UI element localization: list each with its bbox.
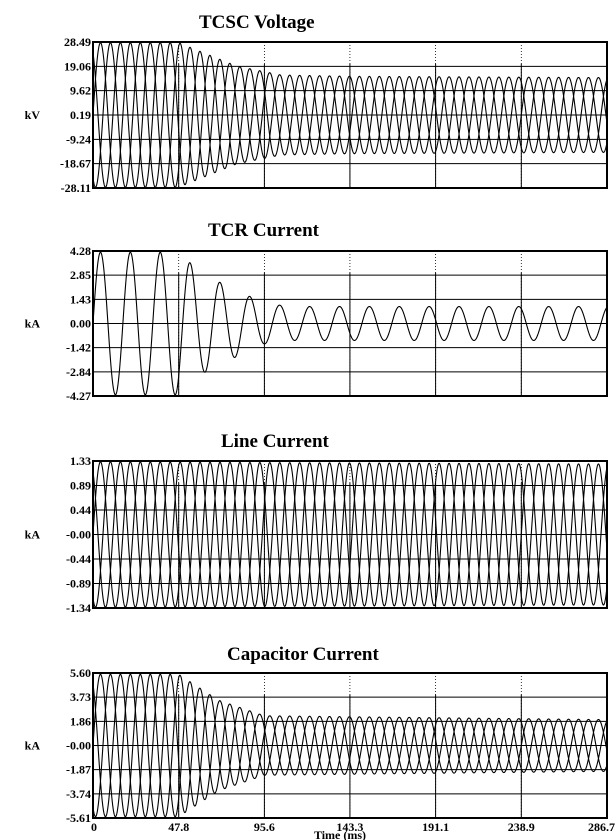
series-line-3 — [92, 461, 608, 608]
y-tick-label: -1.42 — [66, 341, 91, 355]
plot-frame — [92, 672, 608, 819]
x-tick-label: 238.9 — [508, 820, 535, 834]
x-tick-label: 47.8 — [168, 820, 189, 834]
series-line-1 — [92, 461, 608, 608]
y-tick-label: -3.74 — [66, 787, 91, 801]
plot-frame — [92, 460, 608, 609]
y-tick-label: 3.73 — [70, 690, 91, 704]
y-tick-label: 2.85 — [70, 268, 91, 282]
y-axis-label: kA — [25, 739, 41, 753]
x-axis-label: Time (ms) — [314, 828, 366, 840]
series-line-1 — [92, 673, 608, 818]
y-tick-label: -5.61 — [66, 811, 91, 825]
y-tick-label: -0.00 — [66, 528, 91, 542]
y-tick-label: -18.67 — [60, 157, 91, 171]
series-line-1 — [92, 42, 608, 188]
chart-title: TCSC Voltage — [199, 12, 315, 33]
y-tick-label: -0.89 — [66, 577, 91, 591]
chart-panel-4: Capacitor Current 5.60 3.73 1.86 -0.00 -1.87 -… — [25, 644, 615, 840]
y-axis-label: kV — [25, 108, 41, 122]
y-tick-label: 1.86 — [70, 714, 91, 728]
series-line-2 — [92, 42, 608, 188]
plot-frame — [92, 41, 608, 189]
x-tick-label: 0 — [91, 820, 97, 834]
y-tick-label: 9.62 — [70, 84, 91, 98]
y-tick-label: 5.60 — [70, 666, 91, 680]
x-tick-label: 191.1 — [422, 820, 449, 834]
y-tick-label: 0.44 — [70, 503, 91, 517]
series-line-2 — [92, 673, 608, 818]
y-tick-label: 19.06 — [64, 59, 91, 73]
y-tick-label: 4.28 — [70, 244, 91, 258]
y-axis-label: kA — [25, 528, 41, 542]
series-line-3 — [92, 673, 608, 818]
y-tick-label: 0.19 — [70, 108, 91, 122]
x-tick-label: 143.3 — [336, 820, 363, 834]
chart-title: Capacitor Current — [227, 644, 379, 665]
chart-panel-3: Line Current 1.33 0.89 0.44 -0.00 -0.44 -0.89 -… — [25, 431, 608, 615]
y-tick-label: -28.11 — [61, 181, 91, 195]
y-axis-label: kA — [25, 317, 41, 331]
series-line-2 — [92, 461, 608, 608]
series-line-3 — [92, 42, 608, 188]
y-tick-label: 1.33 — [70, 454, 91, 468]
x-tick-label: 95.6 — [254, 820, 275, 834]
y-tick-label: 28.49 — [64, 35, 91, 49]
y-tick-label: -1.87 — [66, 763, 91, 777]
chart-title: Line Current — [221, 431, 330, 452]
y-tick-label: 0.89 — [70, 479, 91, 493]
y-tick-label: 0.00 — [70, 317, 91, 331]
chart-panel-1: TCSC Voltage 28.49 19.06 9.62 0.19 -9.24 -18.6… — [25, 12, 608, 195]
y-tick-label: 1.43 — [70, 292, 91, 306]
chart-panel-2: TCR Current 4.28 2.85 1.43 0.00 -1.42 -2.84 -4.… — [25, 220, 608, 403]
y-tick-label: -9.24 — [66, 132, 91, 146]
series-line-1 — [92, 251, 608, 396]
x-tick-label: 286.7 — [588, 820, 615, 834]
y-tick-label: -0.44 — [66, 552, 91, 566]
y-tick-label: -0.00 — [66, 739, 91, 753]
y-tick-label: -1.34 — [66, 601, 91, 615]
plot-frame — [92, 250, 608, 397]
chart-title: TCR Current — [208, 220, 320, 241]
y-tick-label: -2.84 — [66, 365, 91, 379]
y-tick-label: -4.27 — [66, 389, 91, 403]
